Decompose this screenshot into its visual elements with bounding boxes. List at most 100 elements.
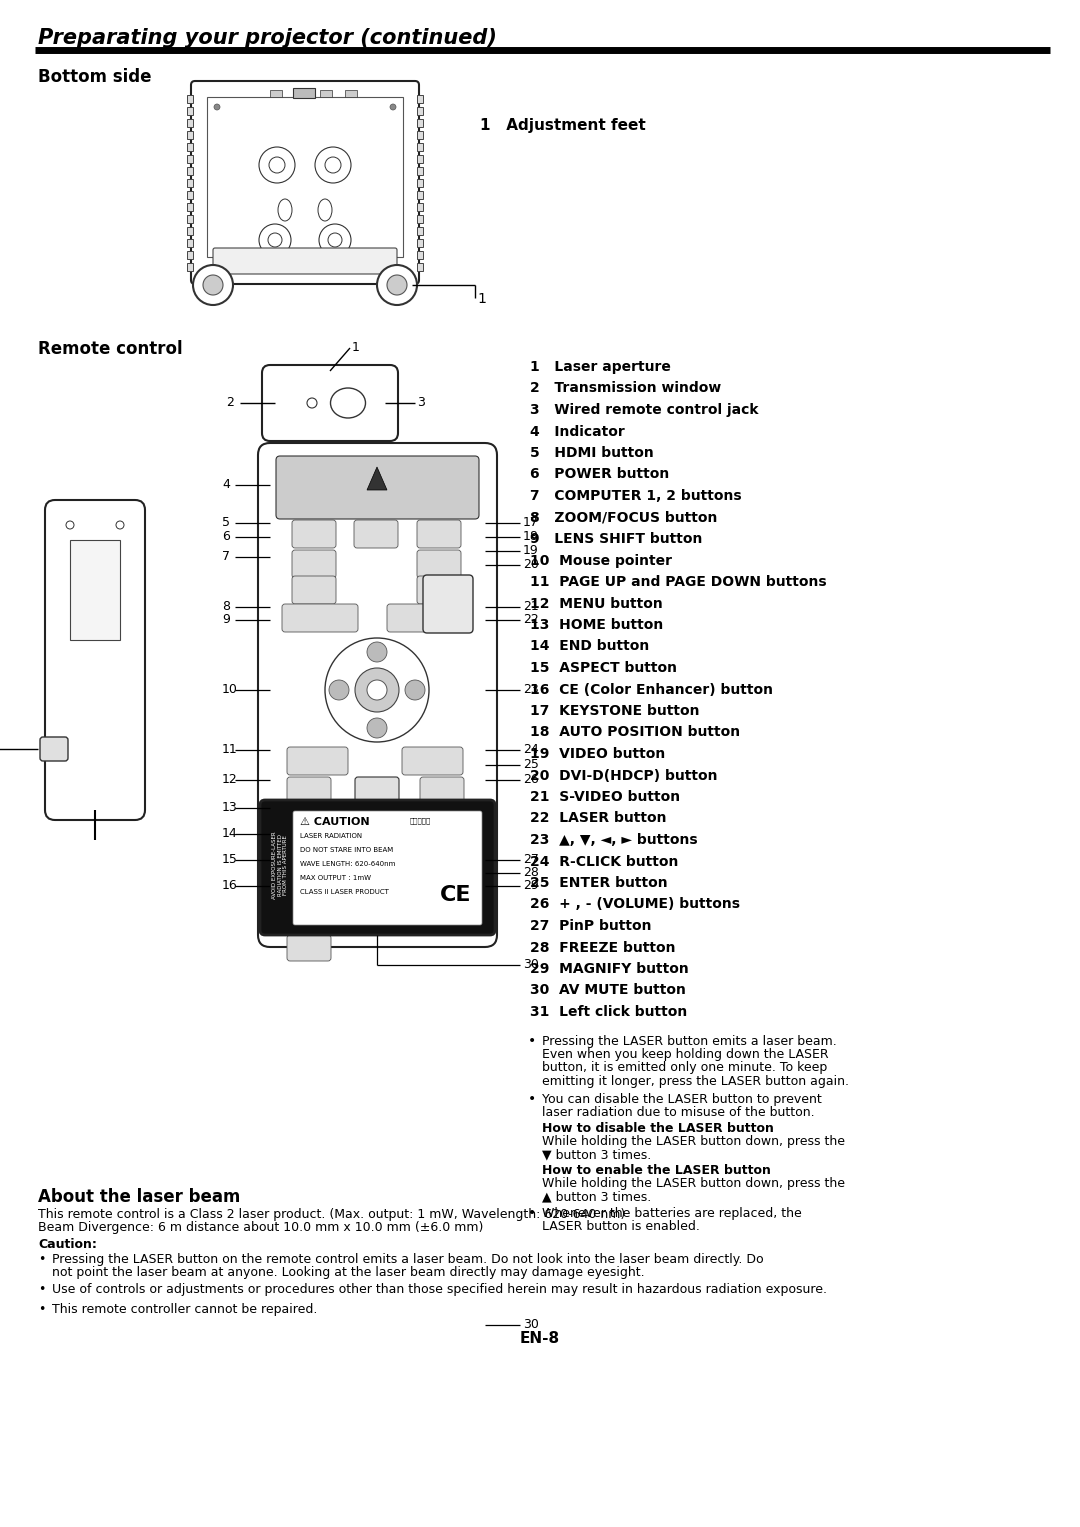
Text: How to enable the LASER button: How to enable the LASER button (542, 1165, 771, 1177)
Text: 1: 1 (352, 341, 360, 354)
Text: 16  CE (Color Enhancer) button: 16 CE (Color Enhancer) button (530, 683, 773, 696)
Text: 14: 14 (222, 828, 238, 840)
Text: You can disable the LASER button to prevent: You can disable the LASER button to prev… (542, 1092, 822, 1106)
FancyBboxPatch shape (287, 909, 330, 935)
Text: EN-8: EN-8 (519, 1332, 561, 1345)
Text: How to disable the LASER button: How to disable the LASER button (542, 1122, 774, 1136)
Bar (417, 203, 423, 211)
Text: 7: 7 (222, 550, 230, 563)
Bar (320, 90, 332, 98)
Circle shape (325, 157, 341, 173)
Circle shape (367, 680, 387, 699)
Text: 5: 5 (222, 516, 230, 528)
FancyBboxPatch shape (417, 521, 461, 548)
FancyBboxPatch shape (287, 935, 330, 960)
Bar (417, 215, 423, 223)
Text: 14  END button: 14 END button (530, 640, 649, 654)
Text: 15: 15 (222, 854, 238, 866)
Text: 13  HOME button: 13 HOME button (530, 618, 663, 632)
Circle shape (193, 266, 233, 305)
Circle shape (329, 680, 349, 699)
Text: 23  ▲, ▼, ◄, ► buttons: 23 ▲, ▼, ◄, ► buttons (530, 834, 698, 847)
Text: This remote control is a Class 2 laser product. (Max. output: 1 mW, Wavelength: : This remote control is a Class 2 laser p… (38, 1208, 625, 1222)
FancyBboxPatch shape (423, 576, 473, 634)
FancyBboxPatch shape (355, 805, 399, 831)
FancyBboxPatch shape (417, 576, 461, 605)
Bar (417, 250, 423, 260)
Text: 20: 20 (523, 557, 539, 571)
Text: 20  DVI-D(HDCP) button: 20 DVI-D(HDCP) button (530, 768, 717, 782)
Text: 26  + , - (VOLUME) buttons: 26 + , - (VOLUME) buttons (530, 898, 740, 912)
Text: 26: 26 (523, 773, 539, 786)
Text: 27: 27 (523, 854, 539, 866)
Text: CE: CE (440, 886, 472, 906)
FancyBboxPatch shape (287, 805, 330, 831)
Bar (270, 90, 282, 98)
Circle shape (66, 521, 75, 528)
Bar (417, 191, 423, 199)
Bar (417, 144, 423, 151)
Text: 7   COMPUTER 1, 2 buttons: 7 COMPUTER 1, 2 buttons (530, 489, 742, 502)
Text: 1   Adjustment feet: 1 Adjustment feet (480, 118, 646, 133)
Text: 30: 30 (523, 1318, 539, 1332)
Text: 31  Left click button: 31 Left click button (530, 1005, 687, 1019)
Text: 1   Laser aperture: 1 Laser aperture (530, 360, 671, 374)
Bar (417, 263, 423, 270)
Text: •: • (528, 1092, 537, 1107)
Bar (417, 166, 423, 176)
Text: ▲ button 3 times.: ▲ button 3 times. (542, 1191, 651, 1203)
FancyBboxPatch shape (262, 365, 399, 441)
Bar (187, 166, 193, 176)
Bar (187, 203, 193, 211)
Text: AVOID EXPOSURE-LASER
RADIATION IS EMITTED
FROM THIS APERTURE: AVOID EXPOSURE-LASER RADIATION IS EMITTE… (272, 831, 288, 899)
Text: 12: 12 (222, 773, 238, 786)
FancyBboxPatch shape (40, 738, 68, 760)
FancyBboxPatch shape (292, 521, 336, 548)
Polygon shape (367, 467, 387, 490)
Text: ▼ button 3 times.: ▼ button 3 times. (542, 1148, 651, 1162)
Bar (417, 156, 423, 163)
Text: Pressing the LASER button emits a laser beam.: Pressing the LASER button emits a laser … (542, 1034, 837, 1048)
Text: 28  FREEZE button: 28 FREEZE button (530, 941, 675, 954)
Text: 21: 21 (523, 600, 539, 612)
Text: 24: 24 (523, 744, 539, 756)
Circle shape (307, 399, 318, 408)
Circle shape (390, 104, 396, 110)
Text: •: • (38, 1254, 45, 1266)
Text: •: • (528, 1206, 537, 1220)
Text: 30  AV MUTE button: 30 AV MUTE button (530, 983, 686, 997)
Circle shape (328, 234, 342, 247)
Text: Beam Divergence: 6 m distance about 10.0 mm x 10.0 mm (±6.0 mm): Beam Divergence: 6 m distance about 10.0… (38, 1222, 484, 1234)
Text: 21  S-VIDEO button: 21 S-VIDEO button (530, 789, 680, 805)
Bar (295, 90, 307, 98)
FancyBboxPatch shape (287, 777, 330, 805)
Bar (187, 250, 193, 260)
Circle shape (269, 157, 285, 173)
Circle shape (367, 718, 387, 738)
Circle shape (315, 147, 351, 183)
Bar (187, 131, 193, 139)
Text: laser radiation due to misuse of the button.: laser radiation due to misuse of the but… (542, 1106, 814, 1119)
Text: 1: 1 (477, 292, 486, 305)
Text: Whenever the batteries are replaced, the: Whenever the batteries are replaced, the (542, 1206, 801, 1220)
Text: Pressing the LASER button on the remote control emits a laser beam. Do not look : Pressing the LASER button on the remote … (52, 1254, 764, 1266)
Text: Remote control: Remote control (38, 341, 183, 357)
Circle shape (355, 667, 399, 712)
Text: 23: 23 (523, 683, 539, 696)
Text: 30: 30 (523, 957, 539, 971)
Text: •: • (38, 1303, 45, 1316)
FancyBboxPatch shape (287, 831, 330, 857)
Text: 11: 11 (222, 744, 238, 756)
FancyBboxPatch shape (355, 831, 399, 857)
FancyBboxPatch shape (420, 805, 464, 831)
Bar (187, 95, 193, 102)
Text: 12  MENU button: 12 MENU button (530, 597, 663, 611)
FancyBboxPatch shape (420, 777, 464, 805)
Circle shape (214, 104, 220, 110)
Circle shape (367, 641, 387, 663)
Text: 4   Indicator: 4 Indicator (530, 425, 624, 438)
Bar (187, 228, 193, 235)
Text: This remote controller cannot be repaired.: This remote controller cannot be repaire… (52, 1303, 318, 1316)
Circle shape (325, 638, 429, 742)
Text: 18  AUTO POSITION button: 18 AUTO POSITION button (530, 725, 740, 739)
